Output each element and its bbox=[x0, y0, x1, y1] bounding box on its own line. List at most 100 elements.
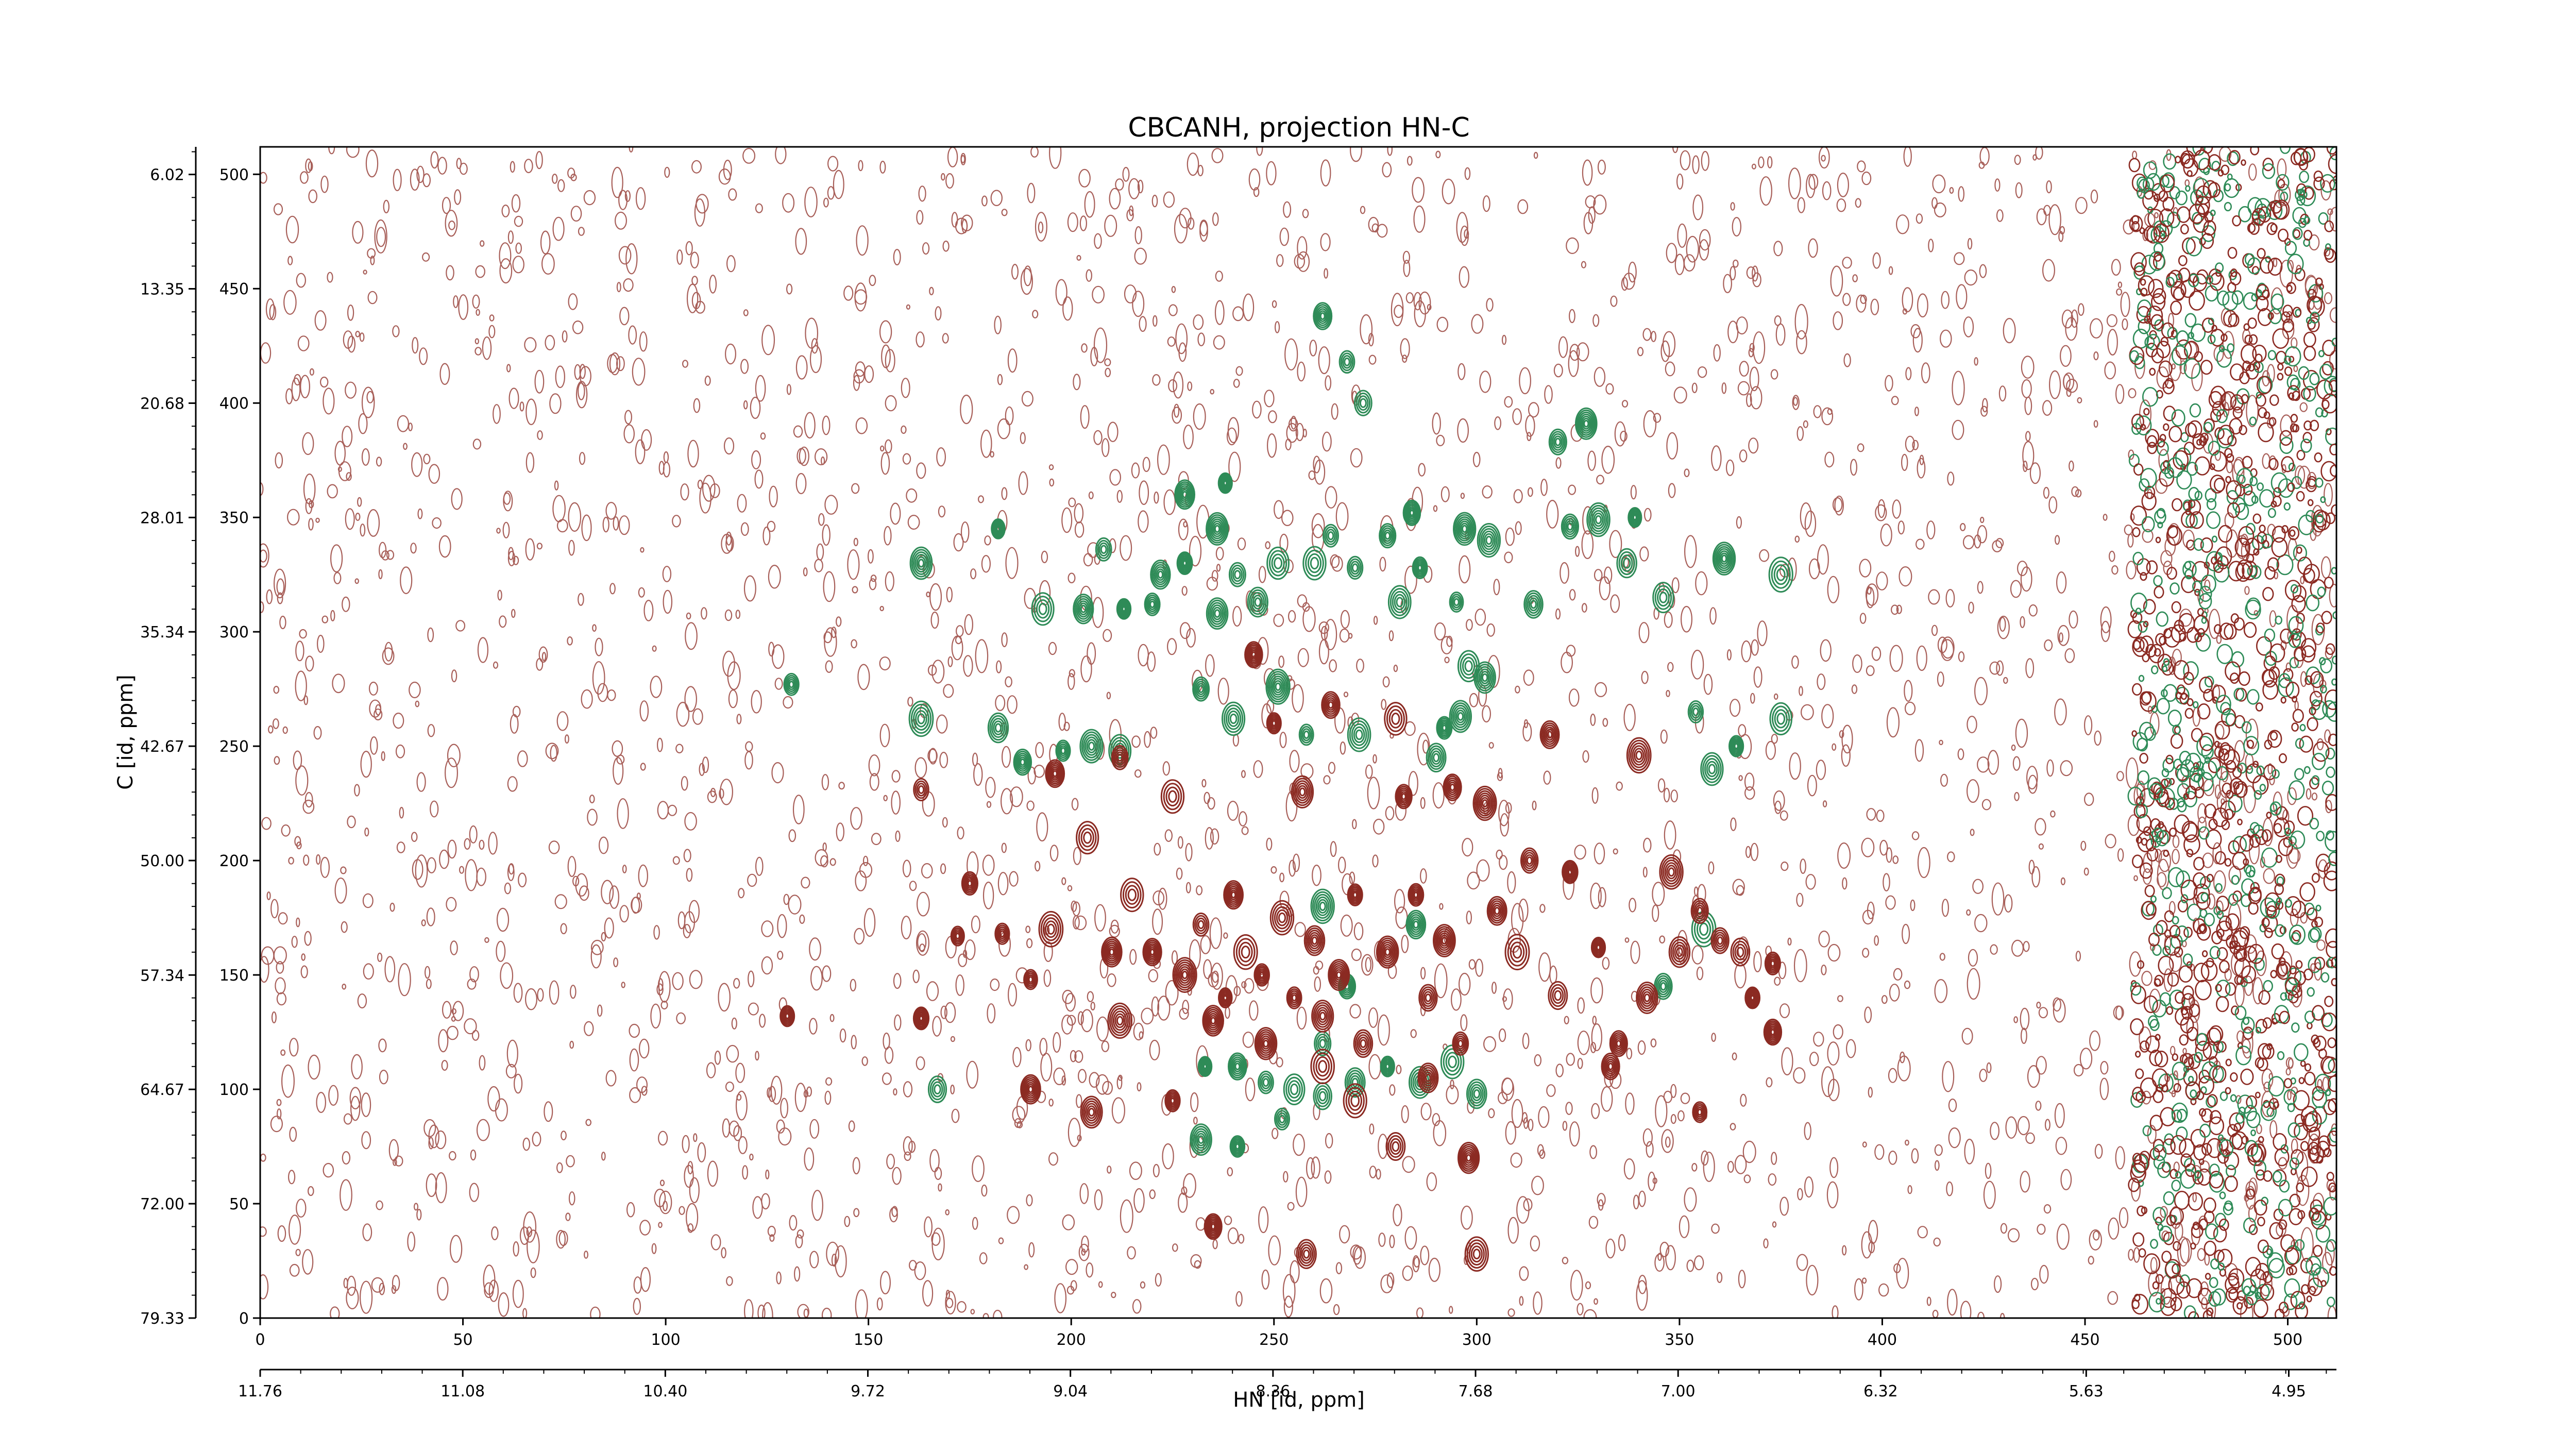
contour-layer bbox=[260, 147, 2336, 1318]
peak bbox=[1298, 723, 1314, 746]
noise-contour bbox=[607, 689, 616, 701]
noise-contour bbox=[1492, 982, 1497, 994]
noise-contour bbox=[902, 859, 911, 878]
noise-contour bbox=[1648, 1171, 1656, 1191]
noise-contour bbox=[2160, 550, 2173, 567]
noise-contour bbox=[1212, 212, 1219, 226]
noise-contour bbox=[743, 309, 749, 316]
noise-contour bbox=[1510, 1152, 1522, 1168]
noise-contour bbox=[1268, 1235, 1281, 1266]
noise-contour bbox=[2054, 1103, 2065, 1128]
noise-contour bbox=[2274, 189, 2285, 208]
noise-contour bbox=[2184, 179, 2190, 187]
artifact-contour bbox=[2289, 529, 2296, 537]
noise-contour bbox=[605, 1070, 617, 1087]
noise-contour bbox=[1081, 343, 1088, 353]
noise-contour bbox=[1679, 1215, 1690, 1238]
noise-contour bbox=[1001, 842, 1007, 853]
noise-contour bbox=[1618, 1234, 1626, 1252]
noise-contour bbox=[273, 718, 279, 729]
peak-contour bbox=[991, 518, 1006, 539]
peak-contour bbox=[1163, 783, 1182, 811]
noise-contour bbox=[1822, 181, 1832, 200]
noise-contour bbox=[1910, 899, 1916, 912]
artifact-contour bbox=[2158, 955, 2174, 975]
noise-contour bbox=[1144, 731, 1151, 748]
noise-contour bbox=[607, 353, 618, 374]
noise-contour bbox=[686, 612, 691, 620]
noise-contour bbox=[1890, 604, 1899, 615]
artifact-contour bbox=[2264, 566, 2276, 580]
noise-contour bbox=[1325, 375, 1332, 391]
peak-contour bbox=[1318, 1060, 1328, 1073]
noise-contour bbox=[1094, 1189, 1103, 1210]
peak-contour bbox=[1635, 750, 1642, 761]
peak-contour bbox=[1223, 994, 1228, 1001]
peak-contour bbox=[1404, 503, 1419, 523]
artifact-contour bbox=[2249, 416, 2257, 426]
noise-contour bbox=[1868, 1220, 1878, 1244]
artifact-contour bbox=[2298, 1077, 2305, 1084]
peak-contour bbox=[1230, 564, 1245, 585]
artifact-contour bbox=[2243, 1217, 2256, 1234]
noise-contour bbox=[1422, 739, 1429, 754]
noise-contour bbox=[446, 265, 454, 281]
artifact-contour bbox=[2189, 766, 2203, 782]
artifact-contour bbox=[2331, 655, 2336, 665]
artifact-contour bbox=[2167, 867, 2184, 887]
artifact-contour bbox=[2225, 1275, 2240, 1294]
noise-contour bbox=[1727, 1161, 1734, 1173]
noise-contour bbox=[1585, 195, 1596, 209]
artifact-contour bbox=[2199, 1123, 2211, 1138]
noise-contour bbox=[2329, 307, 2336, 323]
peak-contour bbox=[1272, 678, 1284, 696]
peak-contour bbox=[1287, 1080, 1301, 1099]
noise-contour bbox=[2111, 259, 2121, 276]
artifact-contour bbox=[2262, 1044, 2275, 1059]
peak-contour bbox=[1028, 1086, 1033, 1093]
artifact-contour bbox=[2287, 526, 2300, 541]
artifact-contour bbox=[2232, 215, 2242, 227]
artifact-contour bbox=[2184, 569, 2193, 580]
noise-contour bbox=[2111, 565, 2119, 575]
noise-contour bbox=[1752, 331, 1766, 364]
peak-contour bbox=[1206, 1010, 1221, 1031]
noise-contour bbox=[1934, 1144, 1943, 1156]
noise-contour bbox=[430, 151, 439, 169]
peak bbox=[1347, 717, 1371, 752]
noise-contour bbox=[391, 1285, 397, 1294]
noise-contour bbox=[2100, 1060, 2109, 1075]
artifact-contour bbox=[2235, 1112, 2245, 1124]
noise-contour bbox=[1730, 202, 1735, 211]
peak-contour bbox=[1151, 562, 1170, 588]
noise-contour bbox=[300, 375, 310, 399]
noise-contour bbox=[780, 1098, 788, 1119]
artifact-contour bbox=[2252, 761, 2259, 768]
artifact-contour bbox=[2251, 211, 2260, 221]
artifact-contour bbox=[2300, 1106, 2318, 1127]
artifact-contour bbox=[2194, 786, 2205, 799]
noise-contour bbox=[378, 1038, 387, 1053]
noise-contour bbox=[1827, 1078, 1840, 1102]
noise-contour bbox=[1377, 1014, 1390, 1046]
peak-contour bbox=[1482, 799, 1488, 808]
noise-contour bbox=[1691, 945, 1704, 965]
peak bbox=[1023, 969, 1038, 990]
noise-contour bbox=[1048, 464, 1054, 470]
noise-contour bbox=[474, 347, 482, 356]
artifact-contour bbox=[2331, 567, 2336, 575]
noise-contour bbox=[1380, 1274, 1394, 1293]
noise-contour bbox=[982, 881, 994, 909]
noise-contour bbox=[568, 1191, 575, 1206]
peak-contour bbox=[1776, 568, 1786, 581]
peak-contour bbox=[1613, 1036, 1624, 1052]
peak-contour bbox=[1317, 899, 1328, 914]
artifact-contour bbox=[2216, 947, 2228, 961]
noise-contour bbox=[2146, 488, 2153, 500]
noise-contour bbox=[1852, 654, 1862, 673]
noise-contour bbox=[1590, 882, 1602, 909]
artifact-contour bbox=[2133, 265, 2145, 280]
artifact-contour bbox=[2270, 731, 2278, 741]
peak-contour bbox=[929, 1078, 945, 1101]
noise-contour bbox=[1440, 636, 1453, 654]
